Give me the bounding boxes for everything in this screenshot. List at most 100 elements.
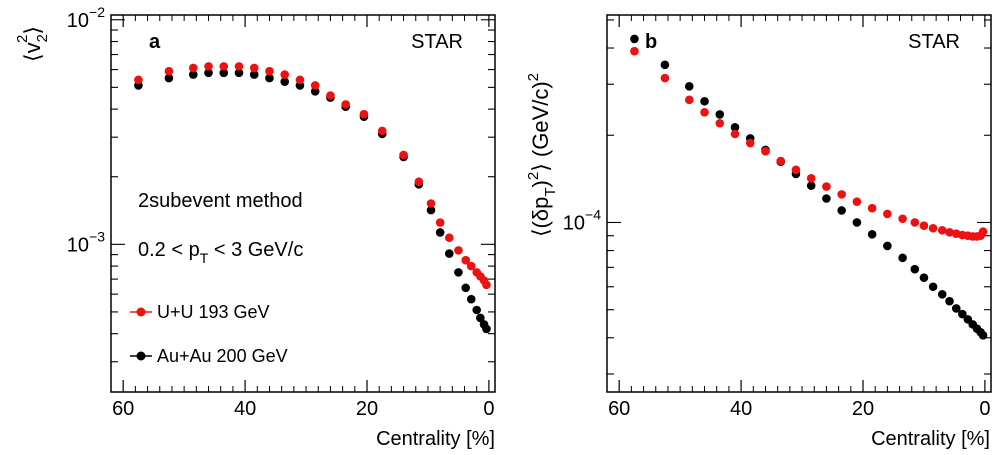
legend-marker-uu — [136, 307, 146, 317]
method-annotation: 2subevent method — [138, 190, 303, 212]
x-tick-label-a: 40 — [234, 398, 256, 420]
point-uu-a — [219, 62, 229, 71]
point-auau-b — [684, 82, 694, 91]
x-tick-label-b: 20 — [852, 398, 874, 420]
point-auau-b — [867, 230, 877, 239]
point-auau-b — [958, 309, 967, 319]
point-uu-a — [482, 280, 491, 290]
point-uu-a — [295, 75, 305, 85]
point-auau-a — [234, 68, 244, 78]
panel-b-xlabel: Centrality [%] — [871, 428, 990, 450]
y-tick-label-exponent: −3 — [89, 228, 105, 244]
panel-b: 60 40 20 0 10−4 b STAR Centrality [%] ⟨(δpT)… — [525, 14, 992, 450]
panel-a-xlabel: Centrality [%] — [376, 428, 495, 450]
point-uu-a — [454, 246, 463, 255]
panel-b-ylabel: ⟨(δpT)2⟩ (GeV/c)2 — [525, 73, 559, 237]
point-auau-a — [310, 87, 320, 96]
ylabel-b-part2: ) — [528, 180, 553, 187]
point-auau-b — [910, 264, 920, 274]
point-auau-b — [919, 273, 929, 282]
point-uu-a — [188, 63, 198, 73]
point-auau-a — [219, 68, 229, 78]
pt-cut-part2: < 3 GeV/c — [208, 239, 303, 261]
point-uu-b — [883, 209, 892, 219]
panel-a-points — [134, 62, 491, 334]
point-auau-b — [898, 253, 907, 263]
panel-b-points — [630, 34, 988, 340]
point-uu-a — [341, 100, 350, 109]
point-uu-b — [730, 129, 740, 139]
point-auau-a — [426, 205, 436, 215]
point-auau-a — [164, 73, 174, 83]
point-auau-b — [700, 96, 709, 106]
point-uu-b — [822, 182, 831, 191]
panel-a-ylabel: ⟨v22⟩ — [14, 26, 51, 62]
point-uu-b — [937, 225, 947, 235]
point-uu-b — [978, 227, 988, 236]
point-uu-b — [867, 203, 877, 213]
point-uu-b — [745, 138, 755, 148]
point-uu-a — [399, 150, 408, 160]
x-tick-label-b: 40 — [730, 398, 752, 420]
point-uu-a — [359, 109, 369, 119]
point-uu-a — [234, 62, 244, 71]
ylabel-a-sup: 2 — [14, 35, 31, 43]
point-uu-b — [919, 221, 929, 230]
y-tick-label-exponent: −4 — [585, 206, 601, 222]
point-uu-a — [164, 66, 174, 76]
point-uu-b — [852, 197, 862, 206]
panel-b-label: b — [645, 31, 657, 53]
point-uu-a — [377, 126, 387, 136]
point-uu-a — [265, 66, 274, 76]
x-tick-label-a: 0 — [483, 398, 494, 420]
legend-label-uu: U+U 193 GeV — [157, 302, 270, 322]
point-auau-a — [435, 228, 445, 237]
point-uu-a — [435, 218, 445, 227]
panel-a-ticks: 60 40 20 010−310−2 — [67, 4, 495, 420]
point-auau-b — [730, 123, 740, 132]
point-uu-b — [806, 174, 816, 183]
point-auau-b — [928, 282, 938, 292]
point-auau-b — [945, 296, 954, 306]
point-uu-b — [945, 227, 954, 237]
y-tick-label-base: 10 — [563, 212, 585, 234]
point-auau-b — [883, 241, 892, 251]
x-tick-label-b: 0 — [979, 398, 990, 420]
point-uu-b — [700, 108, 709, 117]
point-uu-a — [280, 70, 290, 79]
point-uu-b — [910, 218, 920, 227]
point-auau-a — [249, 70, 259, 79]
ylabel-b-sub: T — [542, 187, 559, 196]
pt-cut-annotation: 0.2 < pT < 3 GeV/c — [138, 239, 303, 266]
point-auau-a — [454, 268, 463, 277]
point-uu-a — [444, 233, 454, 243]
point-uu-b — [761, 147, 770, 156]
legend-marker-auau — [136, 351, 146, 361]
panel-b-frame — [606, 14, 992, 393]
point-auau-a — [280, 77, 290, 86]
ylabel-a-open: ⟨v — [20, 42, 45, 62]
point-auau-b — [806, 181, 816, 190]
point-uu-a — [204, 62, 213, 71]
legend-label-auau: Au+Au 200 GeV — [157, 346, 288, 366]
pt-cut-sub: T — [200, 250, 209, 266]
y-tick-label-base: 10 — [67, 234, 89, 256]
point-auau-a — [204, 68, 213, 78]
x-tick-label-a: 20 — [356, 398, 378, 420]
point-auau-b — [630, 34, 639, 44]
point-uu-a — [326, 91, 335, 100]
point-uu-b — [837, 190, 846, 199]
point-uu-a — [310, 81, 320, 90]
point-auau-b — [937, 290, 947, 299]
panel-a-label: a — [149, 31, 161, 53]
point-uu-a — [414, 177, 424, 187]
pt-cut-part1: 0.2 < p — [138, 239, 200, 261]
legend: U+U 193 GeV Au+Au 200 GeV — [130, 302, 288, 366]
x-tick-label-a: 60 — [112, 398, 134, 420]
point-uu-a — [134, 75, 143, 85]
point-uu-b — [630, 46, 639, 56]
point-uu-a — [249, 63, 259, 73]
x-tick-label-b: 60 — [608, 398, 630, 420]
point-uu-b — [791, 165, 801, 175]
panel-a-experiment: STAR — [411, 31, 463, 53]
